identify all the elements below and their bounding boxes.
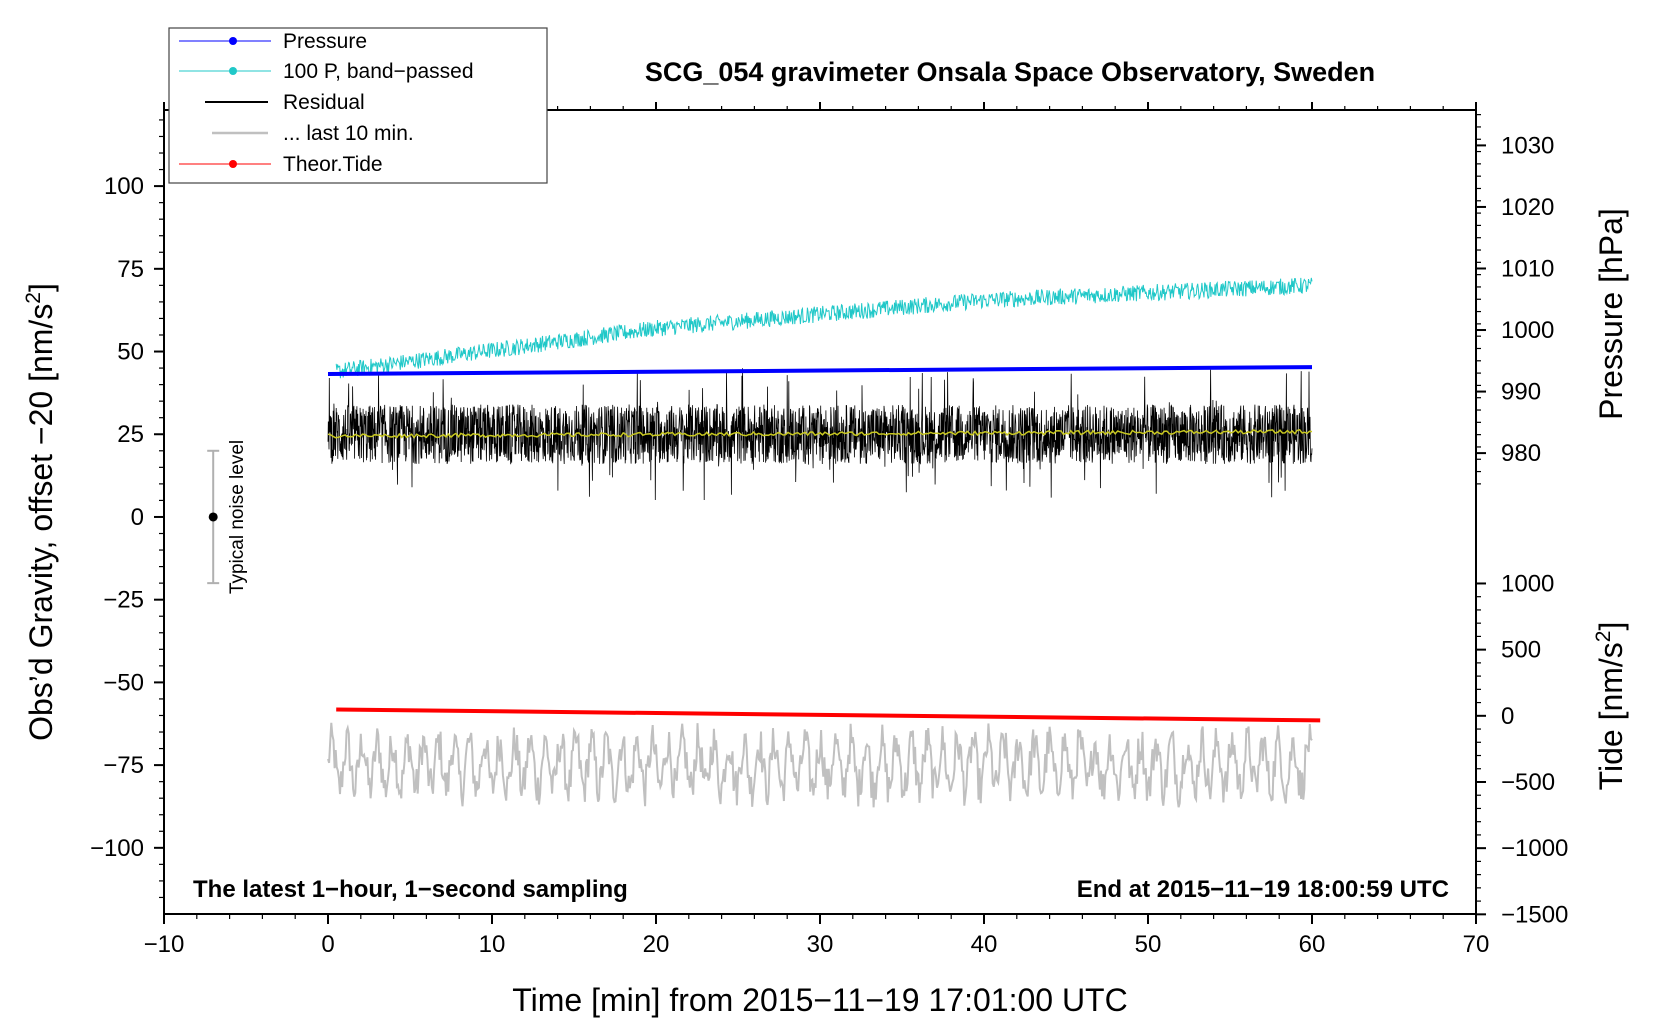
legend: Pressure 100 P, band−passed Residual ...… — [168, 27, 548, 184]
y-tide-title-main: Tide [nm/s — [1593, 642, 1629, 790]
series-last-10-min — [327, 722, 1313, 808]
legend-label-bandpassed: 100 P, band−passed — [283, 60, 474, 83]
y-left-tick-label: −100 — [90, 835, 144, 862]
y-pressure-tick-label: 1030 — [1501, 132, 1554, 159]
legend-entry-residual: Residual — [205, 91, 365, 114]
x-tick-label: 60 — [1299, 931, 1326, 958]
noise-label: Typical noise level — [227, 440, 248, 594]
legend-marker-bandpassed — [229, 67, 237, 75]
y-tide-tick-label: 0 — [1501, 703, 1514, 730]
x-tick-label: 40 — [971, 931, 998, 958]
x-tick-label: 20 — [643, 931, 670, 958]
legend-label-tide: Theor.Tide — [283, 153, 383, 176]
legend-label-residual: Residual — [283, 91, 365, 114]
y-left-tick-label: 75 — [117, 256, 144, 283]
legend-marker-tide — [229, 160, 237, 168]
y-pressure-tick-label: 1000 — [1501, 317, 1554, 344]
y-tide-tick-label: −1000 — [1501, 835, 1568, 862]
legend-entry-bandpassed: 100 P, band−passed — [179, 60, 474, 83]
series-group — [327, 277, 1321, 808]
y-left-tick-label: −50 — [103, 669, 144, 696]
y-left-tick-label: 0 — [131, 504, 144, 531]
legend-entry-pressure: Pressure — [179, 30, 367, 53]
y-tide-title-sup: 2 — [1592, 631, 1615, 643]
x-tick-label: 70 — [1463, 931, 1490, 958]
x-tick-label: 50 — [1135, 931, 1162, 958]
legend-label-last10: ... last 10 min. — [283, 122, 414, 145]
series-band-passed — [335, 277, 1313, 379]
legend-entry-last10: ... last 10 min. — [212, 122, 414, 145]
x-tick-label: 0 — [321, 931, 334, 958]
y-pressure-tick-label: 1010 — [1501, 255, 1554, 282]
y-left-title-sup: 2 — [22, 292, 45, 304]
x-tick-label: 30 — [807, 931, 834, 958]
legend-box — [168, 27, 548, 184]
legend-marker-pressure — [229, 37, 237, 45]
chart-title: SCG_054 gravimeter Onsala Space Observat… — [645, 57, 1375, 87]
y-left-tick-label: 50 — [117, 339, 144, 366]
y-pressure-tick-label: 990 — [1501, 379, 1541, 406]
y-tide-tick-label: −500 — [1501, 769, 1555, 796]
x-tick-label: −10 — [144, 931, 185, 958]
y-axis-title-left: Obs’d Gravity, offset −20 [nm/s2] — [22, 283, 59, 741]
x-tick-label: 10 — [479, 931, 506, 958]
y-left-title-main: Obs’d Gravity, offset −20 [nm/s — [23, 304, 59, 741]
y-left-tick-label: 25 — [117, 421, 144, 448]
y-tide-tick-label: −1500 — [1501, 901, 1568, 928]
y-left-tick-label: −25 — [103, 587, 144, 614]
y-tide-title-end: ] — [1593, 622, 1629, 631]
y-axis-title-tide: Tide [nm/s2] — [1592, 622, 1629, 791]
series-pressure — [327, 365, 1313, 376]
noise-level-indicator: Typical noise level — [207, 440, 248, 594]
x-axis-title: Time [min] from 2015−11−19 17:01:00 UTC — [512, 982, 1127, 1018]
series-residual-smoothed — [327, 428, 1313, 439]
axis-ticks: −10 0 10 20 30 40 50 60 701007550250−25−50−75−10… — [90, 102, 1568, 958]
y-pressure-tick-label: 1020 — [1501, 194, 1554, 221]
legend-label-pressure: Pressure — [283, 30, 367, 53]
plot-frame — [163, 109, 1477, 915]
end-time-note: End at 2015−11−19 18:00:59 UTC — [1077, 876, 1449, 903]
y-pressure-tick-label: 980 — [1501, 440, 1541, 467]
series-theor-tide — [336, 707, 1321, 723]
noise-dot — [208, 512, 218, 522]
series-residual — [327, 368, 1313, 501]
sampling-note: The latest 1−hour, 1−second sampling — [193, 876, 628, 903]
y-left-tick-label: −75 — [103, 752, 144, 779]
y-tide-tick-label: 500 — [1501, 637, 1541, 664]
legend-entry-tide: Theor.Tide — [179, 153, 383, 176]
y-axis-title-pressure: Pressure [hPa] — [1593, 208, 1629, 420]
y-tide-tick-label: 1000 — [1501, 570, 1554, 597]
y-left-tick-label: 100 — [104, 173, 144, 200]
y-left-title-end: ] — [23, 283, 59, 292]
